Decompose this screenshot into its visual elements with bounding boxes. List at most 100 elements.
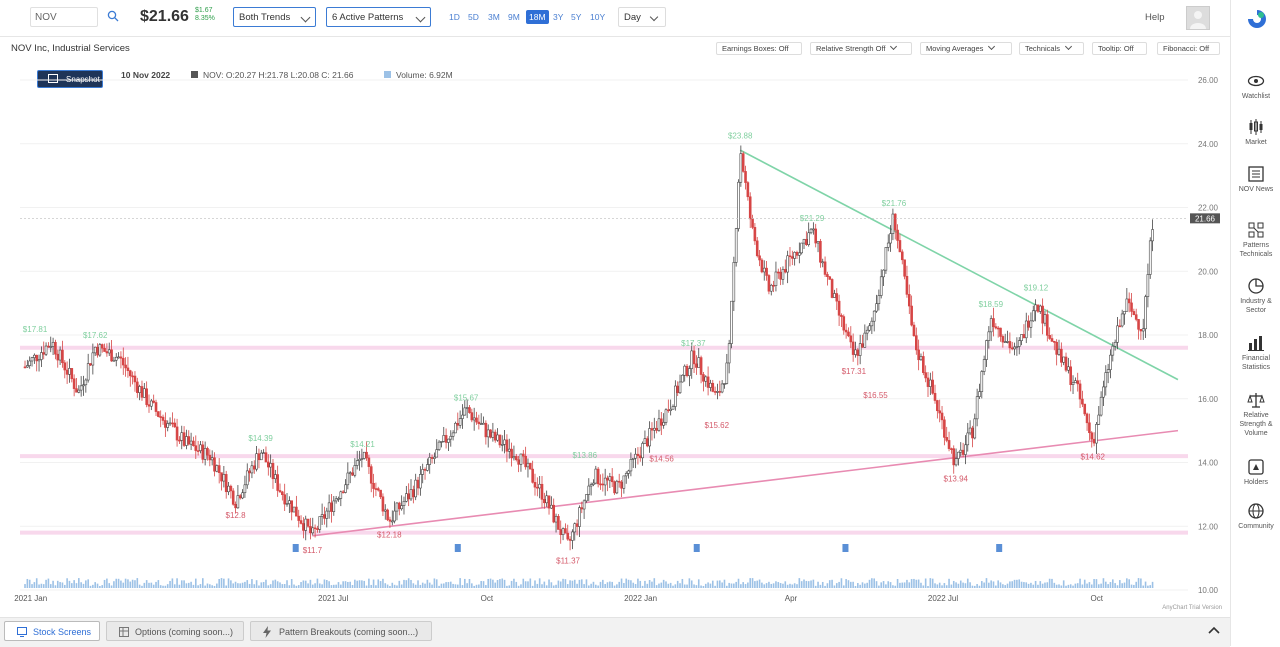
candle-body bbox=[507, 448, 511, 452]
volume-bar bbox=[538, 578, 541, 588]
volume-bar bbox=[969, 582, 971, 588]
volume-bar bbox=[524, 581, 527, 588]
candle-body bbox=[578, 507, 581, 527]
sidebar-item-holders[interactable]: Holders bbox=[1231, 458, 1280, 487]
candle-body bbox=[798, 252, 801, 256]
candle-body bbox=[802, 239, 806, 244]
candle-body bbox=[753, 227, 757, 242]
candle-body bbox=[334, 498, 338, 502]
volume-bar bbox=[190, 581, 192, 588]
sidebar-item-patterns[interactable]: Patterns Technicals bbox=[1231, 221, 1280, 259]
timeframe-5y[interactable]: 5Y bbox=[571, 12, 582, 22]
timeframe-3y[interactable]: 3Y bbox=[553, 12, 564, 22]
tab-pattern-breakouts[interactable]: Pattern Breakouts (coming soon...) bbox=[250, 621, 432, 641]
timeframe-9m[interactable]: 9M bbox=[508, 12, 520, 22]
sidebar-item-market[interactable]: Market bbox=[1231, 118, 1280, 147]
volume-bar bbox=[171, 578, 174, 588]
volume-bar bbox=[882, 581, 885, 588]
volume-bar bbox=[424, 583, 426, 588]
sidebar-item-industry[interactable]: Industry & Sector bbox=[1231, 277, 1280, 315]
timeframe-10y[interactable]: 10Y bbox=[590, 12, 606, 22]
tab-options[interactable]: Options (coming soon...) bbox=[106, 621, 244, 641]
help-link[interactable]: Help bbox=[1145, 12, 1165, 23]
volume-bar bbox=[913, 578, 915, 588]
candle-body bbox=[884, 247, 888, 271]
ticker-input[interactable]: NOV bbox=[30, 7, 98, 27]
volume-bar bbox=[487, 578, 490, 588]
timeframe-1d[interactable]: 1D bbox=[449, 12, 460, 22]
sidebar-item-financials[interactable]: Financial Statistics bbox=[1231, 334, 1280, 372]
volume-bar bbox=[697, 579, 700, 588]
sidebar-item-relative-strength[interactable]: Relative Strength & Volume bbox=[1231, 391, 1280, 438]
volume-bar bbox=[733, 583, 735, 588]
volume-bar bbox=[1144, 581, 1147, 588]
volume-bar bbox=[1013, 579, 1016, 588]
interval-select[interactable]: Day bbox=[618, 7, 666, 27]
candle-body bbox=[526, 462, 530, 468]
volume-bar bbox=[726, 585, 728, 588]
earnings-boxes-toggle[interactable]: Earnings Boxes: Off bbox=[716, 42, 802, 55]
candle-body bbox=[601, 483, 605, 486]
sidebar-item-news[interactable]: NOV News bbox=[1231, 165, 1280, 194]
candle-body bbox=[325, 510, 329, 519]
candle-body bbox=[1038, 305, 1042, 312]
candle-body bbox=[624, 473, 628, 477]
candle-body bbox=[741, 153, 745, 172]
candle-body bbox=[1029, 320, 1033, 328]
volume-bar bbox=[113, 581, 115, 588]
candle-body bbox=[807, 232, 810, 245]
candle-body bbox=[1010, 347, 1014, 350]
candle-body bbox=[805, 239, 808, 245]
app-logo-icon[interactable] bbox=[1246, 8, 1268, 30]
volume-bar bbox=[821, 581, 824, 588]
timeframe-3m[interactable]: 3M bbox=[488, 12, 500, 22]
technicals-toggle[interactable]: Technicals bbox=[1019, 42, 1084, 55]
candle-body bbox=[110, 349, 113, 362]
candle-body bbox=[362, 451, 366, 459]
volume-bar bbox=[389, 585, 391, 588]
moving-averages-toggle[interactable]: Moving Averages bbox=[920, 42, 1012, 55]
volume-bar bbox=[1114, 583, 1116, 588]
candle-body bbox=[231, 490, 235, 505]
volume-bar bbox=[665, 581, 667, 588]
price-label: $17.81 bbox=[23, 325, 48, 334]
volume-bar bbox=[471, 583, 473, 588]
candle-body bbox=[182, 432, 186, 446]
patterns-select[interactable]: 6 Active Patterns bbox=[326, 7, 431, 27]
price-chart[interactable]: 26.00 24.00 22.00 20.00 18.00 16.00 14.00 12.00… bbox=[0, 60, 1230, 615]
chevron-up-icon[interactable] bbox=[1207, 624, 1221, 636]
sidebar-item-watchlist[interactable]: Watchlist bbox=[1231, 72, 1280, 101]
candle-body bbox=[1081, 398, 1084, 405]
volume-bar bbox=[485, 585, 487, 588]
tooltip-toggle[interactable]: Tooltip: Off bbox=[1092, 42, 1147, 55]
candle-body bbox=[648, 428, 651, 447]
volume-bar bbox=[786, 584, 789, 588]
tab-stock-screens[interactable]: Stock Screens bbox=[4, 621, 100, 641]
candle-body bbox=[348, 472, 352, 475]
fibonacci-toggle[interactable]: Fibonacci: Off bbox=[1157, 42, 1220, 55]
candle-body bbox=[674, 385, 677, 407]
volume-bar bbox=[711, 580, 714, 588]
candle-body bbox=[978, 391, 981, 397]
volume-bar bbox=[431, 584, 433, 588]
search-icon[interactable] bbox=[107, 10, 119, 22]
candle-body bbox=[936, 400, 939, 412]
volume-bar bbox=[857, 583, 859, 588]
candle-body bbox=[98, 344, 102, 356]
candle-body bbox=[194, 445, 198, 451]
price-label: $16.55 bbox=[863, 391, 888, 400]
sidebar-item-community[interactable]: Community bbox=[1231, 502, 1280, 531]
avatar[interactable] bbox=[1186, 6, 1210, 30]
candle-body bbox=[1118, 325, 1122, 328]
volume-bar bbox=[33, 582, 36, 588]
timeframe-18m[interactable]: 18M bbox=[526, 10, 549, 24]
trend-select[interactable]: Both Trends bbox=[233, 7, 316, 27]
volume-bar bbox=[999, 582, 1002, 588]
volume-bar bbox=[1076, 583, 1079, 588]
volume-bar bbox=[747, 582, 749, 588]
candle-body bbox=[552, 504, 556, 523]
candle-body bbox=[786, 255, 789, 273]
timeframe-5d[interactable]: 5D bbox=[468, 12, 479, 22]
relative-strength-toggle[interactable]: Relative Strength Off bbox=[810, 42, 912, 55]
volume-bar bbox=[197, 585, 199, 588]
